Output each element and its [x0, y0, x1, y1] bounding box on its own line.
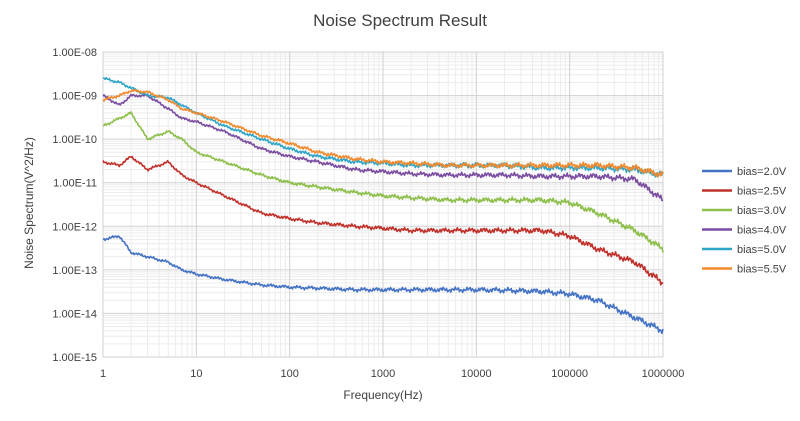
tick-labels: 1 10 100 1000 10000 100000 1000000 1.00E-15 1.00… — [52, 47, 684, 380]
legend-entry: bias=2.0V — [737, 166, 787, 178]
x-tick-label: 1 — [100, 368, 106, 380]
y-tick-label: 1.00E-13 — [52, 265, 97, 277]
x-tick-label: 10000 — [461, 368, 492, 380]
x-tick-label: 10 — [190, 368, 202, 380]
series-line — [102, 89, 664, 178]
series-line — [102, 155, 664, 286]
legend-entry: bias=4.0V — [737, 225, 787, 237]
legend-entry: bias=5.5V — [737, 264, 787, 276]
y-tick-label: 1.00E-12 — [52, 221, 97, 233]
y-tick-label: 1.00E-11 — [53, 178, 97, 190]
grid — [102, 51, 664, 358]
y-axis-label: Noise Spectrum(V^2/Hz) — [22, 137, 36, 269]
y-tick-label: 1.00E-10 — [52, 134, 97, 146]
x-tick-label: 1000 — [371, 368, 395, 380]
y-tick-label: 1.00E-14 — [52, 308, 97, 320]
y-tick-label: 1.00E-08 — [52, 47, 97, 59]
chart-title: Noise Spectrum Result — [313, 11, 487, 30]
legend-entry: bias=5.0V — [737, 244, 787, 256]
x-axis-label: Frequency(Hz) — [343, 388, 422, 402]
y-tick-label: 1.00E-15 — [52, 352, 97, 364]
series-lines — [102, 76, 664, 335]
y-tick-label: 1.00E-09 — [52, 91, 97, 103]
legend-entry: bias=2.5V — [737, 186, 787, 198]
legend: bias=2.0V bias=2.5V bias=3.0V bias=4.0V bias… — [702, 166, 787, 276]
x-tick-label: 100 — [280, 368, 298, 380]
x-tick-label: 1000000 — [642, 368, 685, 380]
series-line — [102, 111, 664, 253]
legend-entry: bias=3.0V — [737, 205, 787, 217]
x-tick-label: 100000 — [551, 368, 588, 380]
series-line — [102, 235, 664, 335]
series-line — [102, 93, 664, 202]
